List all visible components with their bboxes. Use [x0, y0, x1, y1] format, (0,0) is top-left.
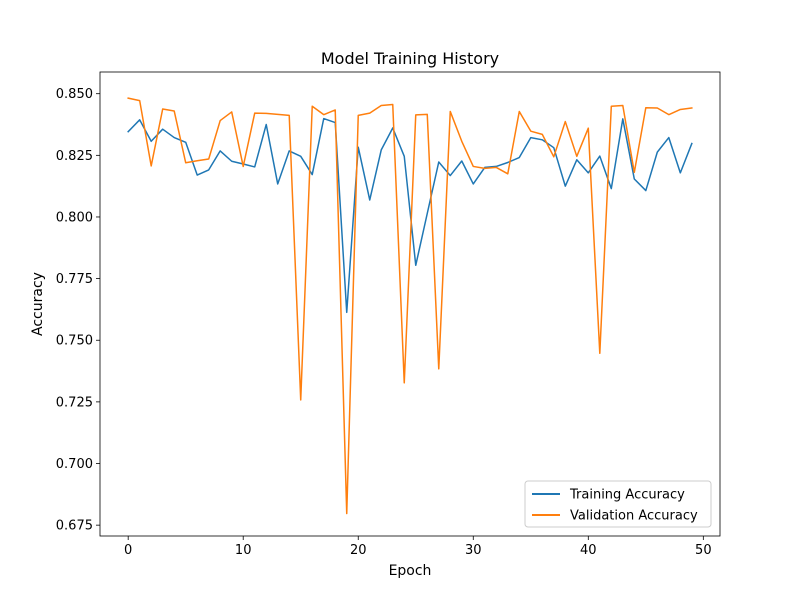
y-axis-label: Accuracy — [30, 272, 46, 336]
y-tick-label: 0.775 — [56, 272, 93, 287]
y-tick-label: 0.700 — [56, 457, 93, 472]
x-tick-label: 40 — [580, 543, 597, 558]
chart-title: Model Training History — [321, 49, 499, 68]
legend-label-training: Training Accuracy — [569, 488, 685, 503]
legend-box — [524, 480, 712, 528]
x-tick-label: 20 — [350, 543, 367, 558]
x-tick-label: 0 — [124, 543, 132, 558]
y-tick-label: 0.750 — [56, 334, 93, 349]
x-tick-label: 50 — [695, 543, 712, 558]
legend-label-validation: Validation Accuracy — [570, 509, 698, 524]
y-tick-label: 0.675 — [56, 519, 93, 534]
y-tick-label: 0.825 — [56, 149, 93, 164]
legend: Training Accuracy Validation Accuracy — [524, 480, 712, 528]
x-tick-label: 10 — [235, 543, 252, 558]
x-tick-label: 30 — [465, 543, 482, 558]
y-tick-label: 0.725 — [56, 395, 93, 410]
x-axis-label: Epoch — [389, 563, 432, 579]
validation-accuracy-line — [127, 97, 693, 515]
axes: 0 10 20 30 40 50 0.675 0.700 0.725 0.750 0.775 0.80… — [56, 87, 712, 558]
series-lines — [127, 97, 693, 515]
y-tick-label: 0.850 — [56, 87, 93, 102]
training-accuracy-line — [127, 117, 693, 314]
plot-frame — [99, 71, 721, 537]
y-tick-label: 0.800 — [56, 210, 93, 225]
